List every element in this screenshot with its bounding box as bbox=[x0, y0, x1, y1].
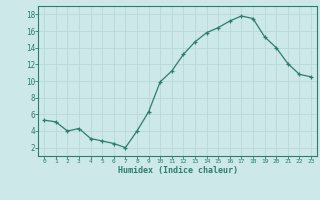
X-axis label: Humidex (Indice chaleur): Humidex (Indice chaleur) bbox=[118, 166, 238, 175]
